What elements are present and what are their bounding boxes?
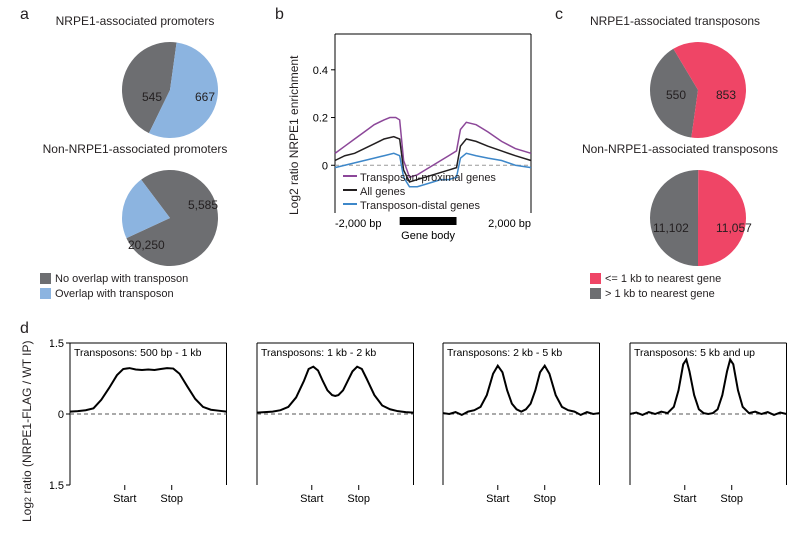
panel-a-legend: No overlap with transposon Overlap with … [40, 272, 188, 302]
svg-text:-2,000 bp: -2,000 bp [335, 218, 381, 230]
panel-c-legend: <= 1 kb to nearest gene > 1 kb to neares… [590, 272, 721, 302]
svg-text:2,000 bp: 2,000 bp [488, 218, 531, 230]
svg-text:Stop: Stop [533, 493, 556, 505]
svg-text:0: 0 [322, 160, 328, 172]
legend-row: > 1 kb to nearest gene [590, 287, 721, 302]
panel-a-label: a [20, 6, 29, 24]
legend-text: <= 1 kb to nearest gene [605, 273, 721, 285]
panel-c-pie2-wrap: 11,102 11,057 [598, 156, 798, 266]
legend-swatch-gray [40, 273, 51, 284]
panel-d-subplot: Start Stop Transposons: 1 kb - 2 kb [237, 335, 418, 525]
panel-b-chart-wrap: 0 0.2 0.4 -2,000 bp 2,000 bp Gene body [307, 24, 537, 249]
svg-text:0.4: 0.4 [313, 65, 328, 77]
svg-text:Transposons: 5 kb and up: Transposons: 5 kb and up [634, 347, 755, 359]
legend-swatch-gray2 [590, 288, 601, 299]
legend-line-black [343, 189, 357, 191]
pie-a2-n0: 20,250 [128, 238, 165, 252]
panel-b-label: b [275, 6, 284, 24]
panel-d-subplot: Start Stop Transposons: 5 kb and up [610, 335, 791, 525]
svg-text:Stop: Stop [160, 493, 183, 505]
pie-c1-n0: 550 [666, 88, 686, 102]
panel-d-container: -1.5 0 1.5 Start Stop Transposons: 500 bp - 1… [50, 335, 790, 525]
panel-c-label: c [555, 6, 563, 24]
svg-text:Start: Start [113, 493, 136, 505]
panel-a-pie1 [70, 30, 270, 140]
svg-text:0.2: 0.2 [313, 113, 328, 125]
legend-row: All genes [343, 186, 496, 200]
panel-c-title2: Non-NRPE1-associated transposons [570, 142, 790, 156]
svg-text:Stop: Stop [720, 493, 743, 505]
svg-text:Transposons: 1 kb - 2 kb: Transposons: 1 kb - 2 kb [261, 347, 376, 359]
svg-text:Start: Start [300, 493, 323, 505]
panel-a-pie1-wrap: 545 667 [70, 30, 270, 140]
svg-text:-1.5: -1.5 [50, 480, 64, 492]
panel-d-ylabel: Log2 ratio (NRPE1-FLAG / WT IP) [20, 340, 34, 522]
legend-row: No overlap with transposon [40, 272, 188, 287]
legend-swatch-blue [40, 288, 51, 299]
legend-row: Transposon-proximal genes [343, 172, 496, 186]
svg-text:Transposons: 500 bp - 1 kb: Transposons: 500 bp - 1 kb [74, 347, 202, 359]
panel-b-legend: Transposon-proximal genes All genes Tran… [343, 172, 496, 214]
svg-text:Start: Start [673, 493, 696, 505]
pie-a2-n1: 5,585 [188, 198, 218, 212]
legend-row: Overlap with transposon [40, 287, 188, 302]
svg-text:Stop: Stop [347, 493, 370, 505]
legend-row: Transposon-distal genes [343, 200, 496, 214]
legend-text: Overlap with transposon [55, 288, 174, 300]
panel-c-pie2 [598, 156, 798, 266]
svg-text:Gene body: Gene body [401, 230, 455, 242]
svg-text:Transposons: 2 kb - 5 kb: Transposons: 2 kb - 5 kb [447, 347, 562, 359]
legend-text: Transposon-distal genes [360, 200, 480, 212]
panel-b-chart: 0 0.2 0.4 -2,000 bp 2,000 bp Gene body [307, 24, 537, 249]
legend-text: All genes [360, 186, 405, 198]
pie-c2-n1: 11,057 [716, 221, 752, 235]
legend-text: > 1 kb to nearest gene [605, 288, 715, 300]
panel-a-pie2-wrap: 20,250 5,585 [70, 156, 270, 266]
legend-row: <= 1 kb to nearest gene [590, 272, 721, 287]
pie-a1-n1: 667 [195, 90, 215, 104]
panel-a-pie2 [70, 156, 270, 266]
panel-b-ylabel: Log2 ratio NRPE1 enrichment [287, 56, 301, 215]
legend-text: Transposon-proximal genes [360, 172, 496, 184]
panel-d-label: d [20, 320, 29, 338]
legend-text: No overlap with transposon [55, 273, 188, 285]
panel-c-pie1-wrap: 550 853 [598, 30, 798, 140]
svg-text:1.5: 1.5 [50, 338, 64, 350]
panel-c-title1: NRPE1-associated transposons [575, 14, 775, 28]
panel-d-ylabel-text: Log2 ratio (NRPE1-FLAG / WT IP) [20, 340, 34, 522]
panel-d-subplot: -1.5 0 1.5 Start Stop Transposons: 500 bp - 1… [50, 335, 231, 525]
pie-c2-n0: 11,102 [653, 221, 689, 235]
panel-d-subplot: Start Stop Transposons: 2 kb - 5 kb [423, 335, 604, 525]
panel-a-title1: NRPE1-associated promoters [35, 14, 235, 28]
legend-line-purple [343, 175, 357, 177]
panel-c-pie1 [598, 30, 798, 140]
legend-line-blue [343, 203, 357, 205]
pie-a1-n0: 545 [142, 90, 162, 104]
legend-swatch-pink [590, 273, 601, 284]
svg-text:Start: Start [486, 493, 509, 505]
pie-c1-n1: 853 [716, 88, 736, 102]
panel-a-title2: Non-NRPE1-associated promoters [35, 142, 235, 156]
svg-text:0: 0 [58, 409, 64, 421]
